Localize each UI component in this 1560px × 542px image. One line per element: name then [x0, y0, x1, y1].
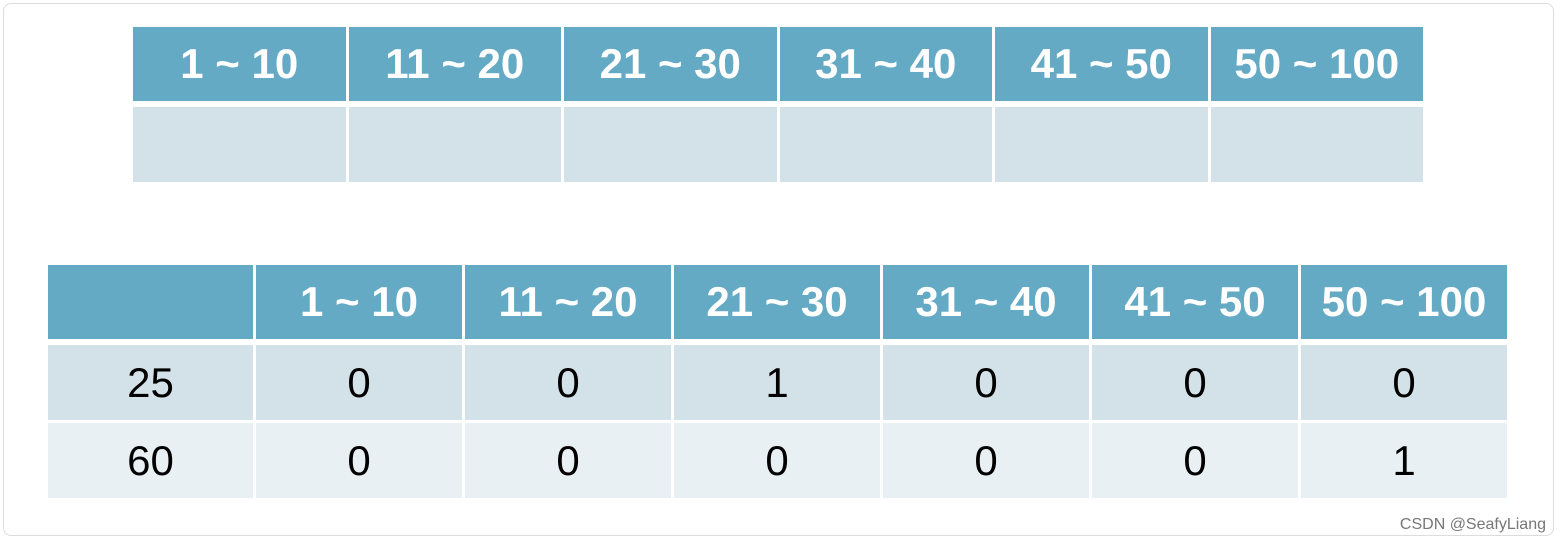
empty-cell [779, 107, 992, 182]
empty-cell [564, 107, 777, 182]
empty-cell [348, 107, 561, 182]
frame [3, 3, 1554, 536]
data-cell: 0 [1301, 345, 1507, 420]
row-label: 60 [48, 423, 253, 498]
header-cell: 11 ~ 20 [348, 27, 561, 101]
header-cell: 21 ~ 30 [564, 27, 777, 101]
empty-cell [133, 107, 346, 182]
data-cell: 1 [1301, 423, 1507, 498]
header-cell: 41 ~ 50 [1092, 265, 1298, 339]
header-cell: 50 ~ 100 [1301, 265, 1507, 339]
watermark: CSDN @SeafyLiang [1399, 516, 1546, 533]
header-cell: 41 ~ 50 [995, 27, 1208, 101]
data-cell: 0 [883, 423, 1089, 498]
header-cell: 1 ~ 10 [256, 265, 462, 339]
data-cell: 0 [1092, 345, 1298, 420]
data-cell: 1 [674, 345, 880, 420]
header-cell: 50 ~ 100 [1210, 27, 1423, 101]
header-cell: 21 ~ 30 [674, 265, 880, 339]
header-cell: 31 ~ 40 [779, 27, 992, 101]
header-cell: 31 ~ 40 [883, 265, 1089, 339]
data-cell: 0 [465, 423, 671, 498]
data-cell: 0 [256, 345, 462, 420]
corner-cell [48, 265, 253, 339]
data-cell: 0 [465, 345, 671, 420]
row-label: 25 [48, 345, 253, 420]
header-cell: 1 ~ 10 [133, 27, 346, 101]
header-cell: 11 ~ 20 [465, 265, 671, 339]
empty-cell [995, 107, 1208, 182]
empty-cell [1210, 107, 1423, 182]
data-cell: 0 [1092, 423, 1298, 498]
data-cell: 0 [674, 423, 880, 498]
data-cell: 0 [883, 345, 1089, 420]
data-cell: 0 [256, 423, 462, 498]
